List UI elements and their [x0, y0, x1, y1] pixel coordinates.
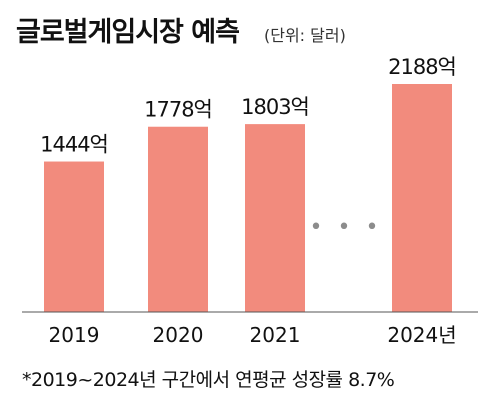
chart-title: 글로벌게임시장 예측 — [16, 17, 240, 48]
data-label: 1803억 — [241, 95, 309, 119]
x-tick-label: 2019 — [49, 323, 100, 347]
gap-marker: • • • — [310, 215, 383, 240]
x-tick-label: 2021 — [250, 323, 301, 347]
bar-2019 — [44, 161, 104, 312]
data-label: 1444억 — [40, 133, 108, 157]
data-label: 1778억 — [144, 98, 212, 122]
unit-label: (단위: 달러) — [264, 26, 346, 45]
x-tick-label: 2024년 — [387, 323, 456, 347]
labels-layer: 1444억 1778억 1803억 2188억 — [40, 55, 457, 157]
bars-layer — [44, 84, 452, 313]
data-label: 2188억 — [388, 55, 456, 79]
bar-2024년 — [392, 84, 452, 312]
x-tick-label: 2020 — [153, 323, 204, 347]
bar-2021 — [245, 124, 305, 312]
footnote: *2019~2024년 구간에서 연평균 성장률 8.7% — [22, 369, 395, 391]
ticks-layer: 2019 2020 2021 2024년 — [49, 323, 457, 347]
bar-2020 — [148, 126, 208, 313]
gap-layer: • • • — [310, 215, 383, 240]
